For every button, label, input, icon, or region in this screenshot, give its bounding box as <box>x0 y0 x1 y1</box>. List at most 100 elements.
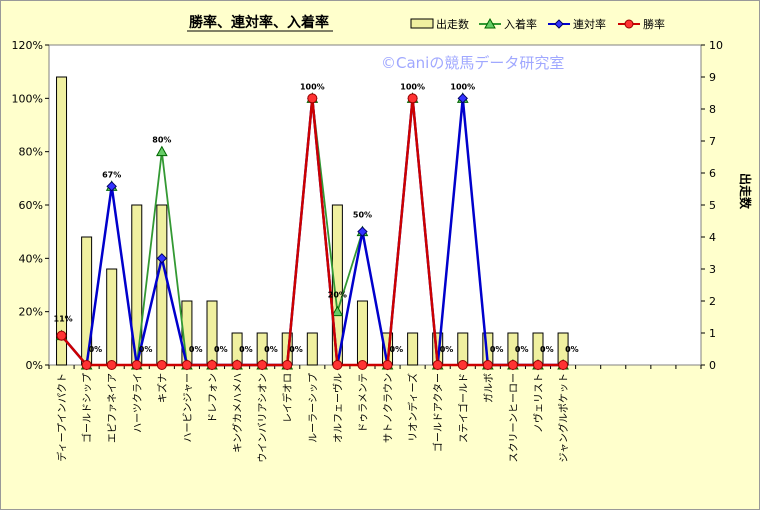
marker-連対率 <box>156 253 168 264</box>
data-label: 0% <box>239 345 253 354</box>
marker-勝率 <box>156 360 167 370</box>
y-tick-label: 60% <box>19 199 43 212</box>
y2-tick-label: 3 <box>709 263 716 276</box>
data-label: 0% <box>214 345 228 354</box>
marker-勝率 <box>232 360 243 370</box>
category-label: ノヴェリスト <box>532 373 545 433</box>
category-label: ドゥラメンテ <box>357 373 369 433</box>
bar-ディープインパクト <box>56 76 68 366</box>
y2-tick-label: 9 <box>709 71 716 84</box>
data-label: 0% <box>264 345 278 354</box>
category-label: ディープインパクト <box>56 373 69 462</box>
y-tick-label: 80% <box>19 146 43 159</box>
bar-ルーラーシップ <box>306 332 318 366</box>
y2-tick-label: 10 <box>709 39 723 52</box>
data-label: 100% <box>450 82 475 91</box>
marker-勝率 <box>181 360 192 370</box>
legend-label-勝率: 勝率 <box>643 17 665 31</box>
category-label: レイデオロ <box>281 373 294 423</box>
marker-勝率 <box>131 360 142 370</box>
bar-ドレフォン <box>206 300 218 366</box>
category-label: ゴールドアクター <box>432 373 445 452</box>
y2-tick-label: 2 <box>709 295 716 308</box>
marker-連対率 <box>457 93 468 104</box>
bar-ドゥラメンテ <box>356 300 368 366</box>
category-label: ガルボ <box>483 373 495 403</box>
marker-勝率 <box>332 360 343 370</box>
marker-勝率 <box>507 360 518 370</box>
category-label: ウインバリアシオン <box>257 373 269 463</box>
legend-marker-入着率 <box>484 17 496 29</box>
marker-勝率 <box>81 360 92 370</box>
data-label: 0% <box>440 345 454 354</box>
y2-axis-label: 出走数 <box>738 173 753 210</box>
marker-勝率 <box>482 360 493 370</box>
y2-tick-label: 8 <box>709 103 716 116</box>
legend-label-出走数: 出走数 <box>436 17 469 31</box>
y2-tick-label: 7 <box>709 135 716 148</box>
marker-勝率 <box>382 360 393 370</box>
marker-入着率 <box>155 145 168 157</box>
data-label: 100% <box>300 82 325 91</box>
legend-label-連対率: 連対率 <box>573 17 606 31</box>
y-tick-label: 120% <box>12 39 43 52</box>
category-label: ステイゴールド <box>457 373 470 443</box>
data-label: 0% <box>490 345 504 354</box>
data-label: 80% <box>152 136 171 145</box>
y-tick-label: 20% <box>19 306 43 319</box>
data-label: 0% <box>139 345 153 354</box>
category-label: ルーラーシップ <box>307 373 319 443</box>
data-label: 100% <box>400 82 425 91</box>
marker-勝率 <box>558 360 569 370</box>
category-label: キングカメハメハ <box>231 373 244 453</box>
category-label: ハービンジャー <box>182 373 194 443</box>
chart-title: 勝率、連対率、入着率 <box>189 14 329 31</box>
bar-リオンディーズ <box>407 332 419 366</box>
category-label: ドレフォン <box>208 373 219 423</box>
chart-legend: 出走数 入着率 連対率 勝率 <box>410 17 665 31</box>
marker-勝率 <box>56 330 67 341</box>
y2-tick-label: 5 <box>709 199 716 212</box>
data-label: 20% <box>328 291 347 300</box>
data-label: 0% <box>289 345 303 354</box>
data-label: 0% <box>390 345 404 354</box>
marker-勝率 <box>457 360 468 370</box>
y2-tick-label: 4 <box>709 231 716 244</box>
data-label: 0% <box>565 345 579 354</box>
y2-tick-label: 1 <box>709 327 716 340</box>
y2-tick-label: 6 <box>709 167 716 180</box>
category-label: リオンディーズ <box>407 373 420 442</box>
marker-入着率 <box>331 305 344 317</box>
data-label: 0% <box>540 345 554 354</box>
marker-連対率 <box>357 226 368 237</box>
y-tick-label: 100% <box>12 92 43 105</box>
marker-勝率 <box>257 360 268 370</box>
legend-marker-連対率 <box>554 19 564 29</box>
legend-label-入着率: 入着率 <box>504 17 537 31</box>
category-label: キズナ <box>156 373 169 403</box>
marker-勝率 <box>432 360 443 370</box>
category-label: ジャングルポケット <box>557 373 570 463</box>
y2-tick-label: 0 <box>709 359 716 372</box>
category-label: オルフェーヴル <box>331 373 344 443</box>
y-tick-label: 40% <box>19 252 43 265</box>
data-label: 11% <box>54 315 73 324</box>
legend-swatch-出走数 <box>410 18 434 29</box>
data-label: 67% <box>102 170 121 179</box>
bar-キズナ <box>156 204 168 366</box>
y-tick-label: 0% <box>26 359 43 372</box>
category-label: ゴールドシップ <box>81 373 94 443</box>
marker-勝率 <box>533 360 543 370</box>
data-label: 0% <box>515 345 529 354</box>
marker-勝率 <box>407 93 418 104</box>
data-label: 50% <box>353 211 372 220</box>
marker-勝率 <box>357 360 368 370</box>
marker-勝率 <box>282 360 293 370</box>
data-label: 0% <box>89 345 103 354</box>
legend-marker-勝率 <box>624 19 634 29</box>
marker-勝率 <box>106 360 117 370</box>
marker-連対率 <box>106 181 117 192</box>
category-label: エピファネイア <box>107 373 119 443</box>
watermark: ©Caniの競馬データ研究室 <box>381 54 564 72</box>
